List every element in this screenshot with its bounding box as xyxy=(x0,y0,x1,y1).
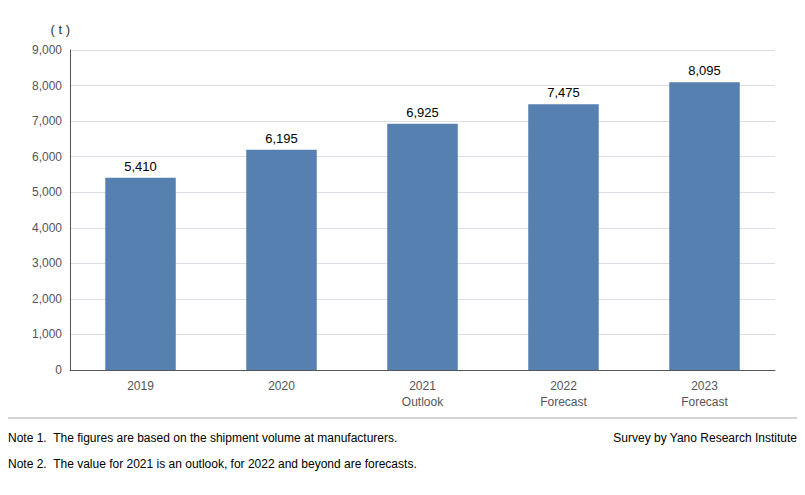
svg-text:9,000: 9,000 xyxy=(32,43,62,57)
svg-text:2022: 2022 xyxy=(550,379,577,393)
svg-text:2,000: 2,000 xyxy=(32,292,62,306)
svg-text:0: 0 xyxy=(55,363,62,377)
svg-text:7,000: 7,000 xyxy=(32,114,62,128)
svg-text:2021: 2021 xyxy=(409,379,436,393)
svg-text:Forecast: Forecast xyxy=(681,395,728,409)
svg-text:1,000: 1,000 xyxy=(32,327,62,341)
svg-text:2020: 2020 xyxy=(268,379,295,393)
svg-text:Survey by Yano Research Instit: Survey by Yano Research Institute xyxy=(613,431,797,445)
svg-text:7,475: 7,475 xyxy=(547,85,580,100)
svg-text:Outlook: Outlook xyxy=(402,395,444,409)
svg-text:Forecast: Forecast xyxy=(540,395,587,409)
svg-text:5,410: 5,410 xyxy=(124,159,157,174)
svg-text:Note 1. The figures are based: Note 1. The figures are based on the shi… xyxy=(8,431,397,445)
svg-text:6,000: 6,000 xyxy=(32,150,62,164)
svg-text:3,000: 3,000 xyxy=(32,256,62,270)
svg-text:8,000: 8,000 xyxy=(32,79,62,93)
svg-text:6,195: 6,195 xyxy=(265,131,298,146)
svg-text:2019: 2019 xyxy=(127,379,154,393)
svg-text:8,095: 8,095 xyxy=(688,63,721,78)
svg-text:4,000: 4,000 xyxy=(32,221,62,235)
svg-text:6,925: 6,925 xyxy=(406,105,439,120)
svg-text:2023: 2023 xyxy=(691,379,718,393)
svg-text:( t ): ( t ) xyxy=(51,22,71,37)
svg-text:Note 2. The value for 2021 is: Note 2. The value for 2021 is an outlook… xyxy=(8,457,417,471)
svg-text:5,000: 5,000 xyxy=(32,185,62,199)
